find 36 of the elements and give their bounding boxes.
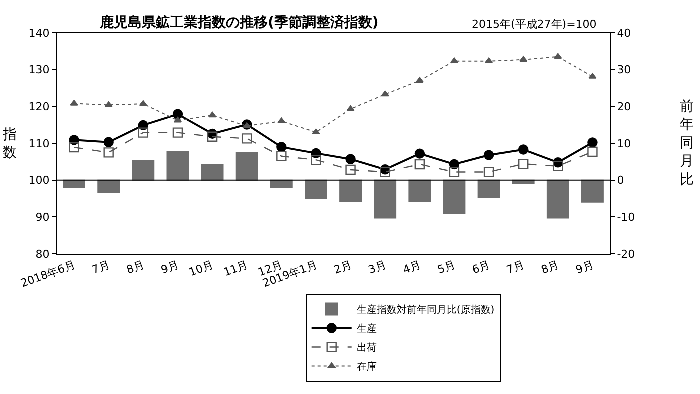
x-tick-label: 9月 [160,258,181,277]
x-tick-label: 7月 [90,258,112,277]
x-tick-label: 8月 [540,258,562,277]
legend-label: 在庫 [356,361,377,374]
x-tick-label: 3月 [366,258,388,277]
x-tick-label: 5月 [436,258,458,277]
y2-tick-label: -20 [617,248,636,261]
chart-title: 鹿児島県鉱工業指数の推移(季節調整済指数) [99,14,379,31]
x-tick-label: 9月 [574,258,596,277]
x-tick-label: 6月 [470,258,492,277]
y2-tick-label: 0 [617,174,624,188]
y-tick-label: 80 [36,248,50,261]
x-tick-label: 7月 [505,258,526,277]
x-tick-label: 11月 [222,258,250,280]
y2-tick-label: 10 [617,137,632,150]
y2-tick-label: 30 [617,64,632,77]
x-tick-label: 10月 [188,258,216,280]
y-tick-label: 100 [28,174,50,188]
y-tick-label: 110 [28,137,50,150]
y2-axis-title: 前年同月比 [680,99,694,188]
x-tick-label: 8月 [124,258,146,277]
x-tick-label: 2月 [332,258,354,277]
legend-label: 出荷 [356,342,377,354]
x-tick-label: 2018年6月 [19,258,78,290]
y2-tick-label: -10 [617,211,636,224]
y-tick-label: 90 [36,211,50,224]
legend-label: 生産 [356,323,377,336]
y2-tick-label: 40 [617,26,632,40]
y2-tick-label: 20 [617,100,632,114]
x-tick-label: 4月 [401,258,423,277]
y-tick-label: 120 [28,100,50,114]
y-tick-label: 140 [28,26,50,40]
legend-label: 生産指数対前年同月比(原指数) [356,304,495,316]
chart-subtitle: 2015年(平成27年)=100 [472,18,597,31]
y-tick-label: 130 [28,64,50,77]
y-axis-title: 指数 [2,127,17,162]
